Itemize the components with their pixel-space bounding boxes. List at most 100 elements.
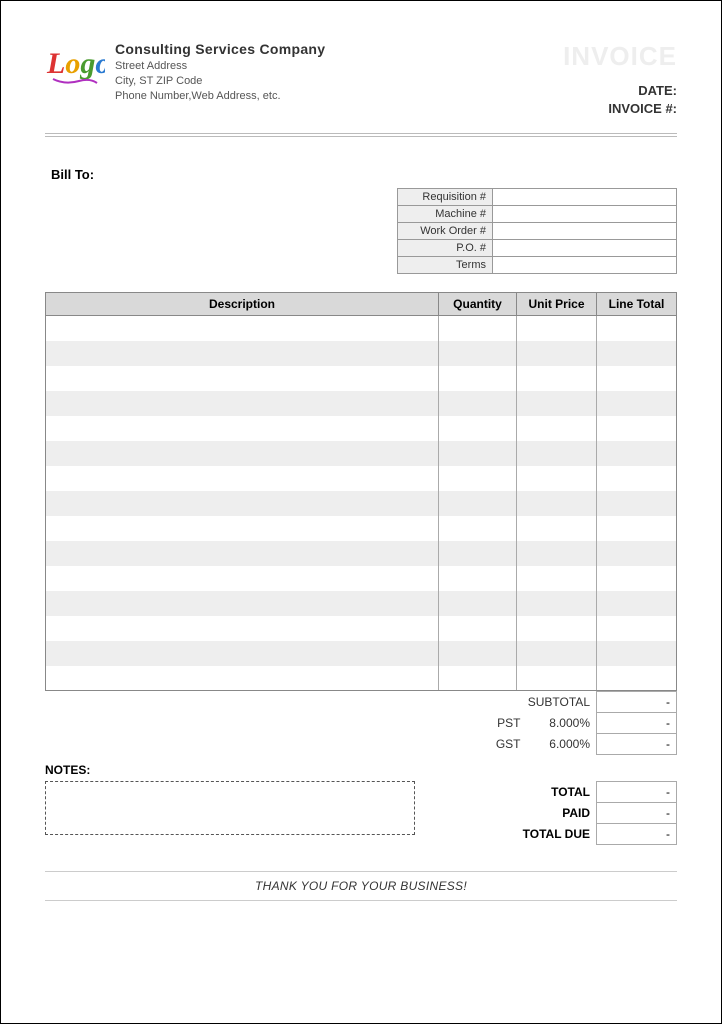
table-cell[interactable]: [439, 391, 517, 416]
reference-value[interactable]: [493, 206, 677, 223]
table-cell[interactable]: [439, 516, 517, 541]
table-cell[interactable]: [597, 516, 677, 541]
table-cell[interactable]: [46, 466, 439, 491]
table-cell[interactable]: [46, 566, 439, 591]
table-cell[interactable]: [439, 591, 517, 616]
table-cell[interactable]: [517, 316, 597, 341]
company-name: Consulting Services Company: [115, 41, 553, 57]
subtotals-table: SUBTOTAL - PST 8.000% - GST 6.000% -: [45, 691, 677, 755]
table-cell[interactable]: [597, 316, 677, 341]
table-row: [46, 491, 677, 516]
gst-value: -: [597, 734, 677, 755]
table-cell[interactable]: [439, 366, 517, 391]
table-cell[interactable]: [46, 491, 439, 516]
reference-value[interactable]: [493, 257, 677, 274]
notes-label: NOTES:: [45, 763, 677, 777]
table-cell[interactable]: [439, 341, 517, 366]
table-cell[interactable]: [439, 541, 517, 566]
table-cell[interactable]: [46, 616, 439, 641]
total-label: TOTAL: [429, 782, 597, 803]
table-row: [46, 341, 677, 366]
notes-box[interactable]: [45, 781, 415, 835]
table-cell[interactable]: [517, 616, 597, 641]
reference-value[interactable]: [493, 189, 677, 206]
table-row: [46, 541, 677, 566]
pst-percent: 8.000%: [527, 713, 597, 734]
reference-label: Terms: [398, 257, 493, 274]
table-cell[interactable]: [597, 441, 677, 466]
table-cell[interactable]: [439, 666, 517, 691]
table-cell[interactable]: [517, 491, 597, 516]
table-cell[interactable]: [517, 541, 597, 566]
table-cell[interactable]: [597, 466, 677, 491]
table-cell[interactable]: [439, 491, 517, 516]
table-cell[interactable]: [597, 341, 677, 366]
total-due-label: TOTAL DUE: [429, 824, 597, 845]
company-address-3: Phone Number,Web Address, etc.: [115, 89, 553, 104]
subtotal-value: -: [597, 692, 677, 713]
header: Logo Consulting Services Company Street …: [45, 41, 677, 117]
table-cell[interactable]: [46, 391, 439, 416]
table-cell[interactable]: [517, 516, 597, 541]
subtotal-label: SUBTOTAL: [164, 692, 597, 713]
company-block: Consulting Services Company Street Addre…: [115, 41, 553, 104]
table-cell[interactable]: [439, 466, 517, 491]
table-cell[interactable]: [597, 641, 677, 666]
table-cell[interactable]: [46, 316, 439, 341]
table-cell[interactable]: [517, 366, 597, 391]
reference-value[interactable]: [493, 223, 677, 240]
table-cell[interactable]: [46, 416, 439, 441]
table-cell[interactable]: [439, 616, 517, 641]
table-cell[interactable]: [46, 641, 439, 666]
table-cell[interactable]: [517, 566, 597, 591]
table-cell[interactable]: [517, 666, 597, 691]
invoice-title: INVOICE: [563, 41, 677, 72]
table-row: [46, 466, 677, 491]
paid-label: PAID: [429, 803, 597, 824]
table-cell[interactable]: [597, 591, 677, 616]
table-cell[interactable]: [517, 466, 597, 491]
reference-row: Machine #: [398, 206, 677, 223]
logo: Logo: [45, 41, 105, 94]
svg-text:Logo: Logo: [46, 47, 105, 80]
reference-value[interactable]: [493, 240, 677, 257]
table-cell[interactable]: [46, 666, 439, 691]
table-cell[interactable]: [46, 366, 439, 391]
table-cell[interactable]: [439, 316, 517, 341]
table-cell[interactable]: [597, 391, 677, 416]
total-due-value: -: [597, 824, 677, 845]
table-cell[interactable]: [597, 541, 677, 566]
table-cell[interactable]: [439, 566, 517, 591]
reference-row: P.O. #: [398, 240, 677, 257]
reference-label: Machine #: [398, 206, 493, 223]
mid-row: Requisition #Machine #Work Order #P.O. #…: [45, 188, 677, 274]
table-cell[interactable]: [517, 441, 597, 466]
table-row: [46, 316, 677, 341]
header-divider: [45, 133, 677, 137]
table-cell[interactable]: [597, 616, 677, 641]
table-cell[interactable]: [439, 641, 517, 666]
table-cell[interactable]: [597, 366, 677, 391]
table-cell[interactable]: [46, 591, 439, 616]
table-cell[interactable]: [517, 391, 597, 416]
table-cell[interactable]: [517, 641, 597, 666]
table-cell[interactable]: [597, 666, 677, 691]
table-cell[interactable]: [46, 441, 439, 466]
table-cell[interactable]: [517, 591, 597, 616]
bill-to-label: Bill To:: [51, 167, 677, 182]
table-cell[interactable]: [439, 416, 517, 441]
table-cell[interactable]: [46, 541, 439, 566]
table-cell[interactable]: [517, 341, 597, 366]
table-cell[interactable]: [597, 491, 677, 516]
table-row: [46, 366, 677, 391]
table-cell[interactable]: [597, 566, 677, 591]
table-cell[interactable]: [517, 416, 597, 441]
table-cell[interactable]: [439, 441, 517, 466]
reference-label: Requisition #: [398, 189, 493, 206]
table-cell[interactable]: [597, 416, 677, 441]
paid-value: -: [597, 803, 677, 824]
total-value: -: [597, 782, 677, 803]
table-cell[interactable]: [46, 341, 439, 366]
date-label: DATE:: [563, 82, 677, 100]
table-cell[interactable]: [46, 516, 439, 541]
